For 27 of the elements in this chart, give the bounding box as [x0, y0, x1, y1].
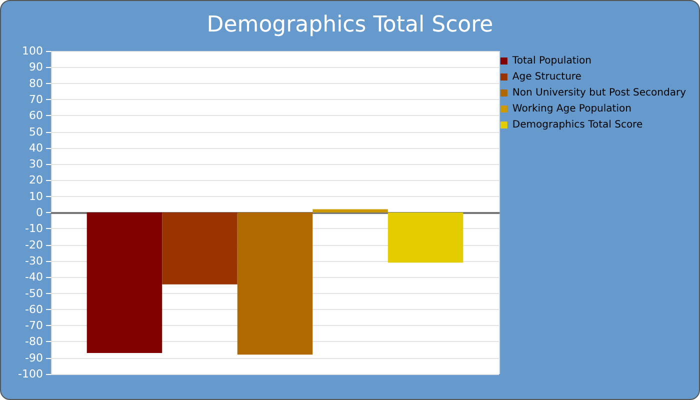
y-tick-label: 20: [29, 174, 43, 187]
y-tick-label: 30: [29, 158, 43, 171]
y-tick-label: 100: [22, 44, 43, 58]
legend-label: Total Population: [511, 56, 592, 66]
y-tick-label: 0: [36, 206, 43, 219]
y-tick-label: 40: [29, 141, 43, 154]
y-tick-label: 10: [29, 190, 43, 203]
chart-title: Demographics Total Score: [206, 12, 494, 38]
y-tick-label: 50: [29, 125, 43, 138]
y-tick-label: -70: [25, 319, 43, 332]
y-tick-label: 70: [29, 92, 43, 106]
y-tick-label: -100: [18, 368, 43, 380]
y-tick-label: 90: [29, 60, 43, 74]
y-tick-label: 80: [29, 76, 43, 90]
legend-label: Demographics Total Score: [512, 120, 643, 130]
y-tick-label: -20: [25, 238, 43, 252]
legend-label: Non University but Post Secondary: [512, 88, 686, 98]
y-tick-label: 60: [29, 109, 43, 122]
y-tick-label: -90: [25, 351, 43, 364]
y-tick-label: -50: [25, 286, 43, 300]
legend-label: Working Age Population: [512, 104, 632, 114]
legend-label: Age Structure: [512, 72, 582, 82]
y-tick-label: -60: [25, 302, 43, 316]
y-tick-label: -80: [25, 335, 43, 348]
y-tick-label: -40: [25, 270, 43, 284]
y-tick-label: -10: [25, 222, 43, 236]
y-tick-label: -30: [25, 254, 43, 268]
